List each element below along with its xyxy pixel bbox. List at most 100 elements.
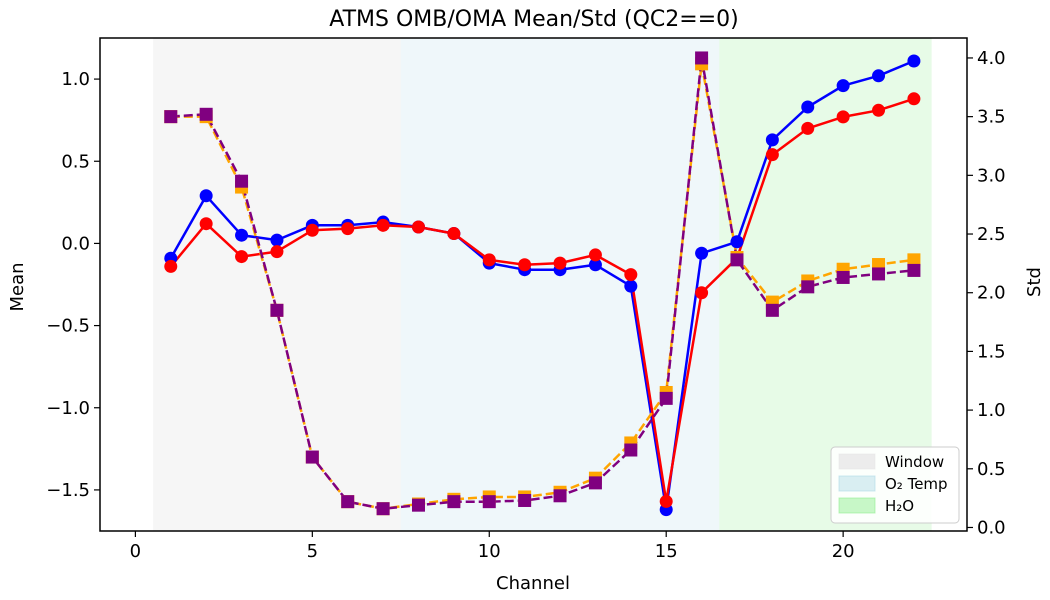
series-3-point — [836, 270, 850, 284]
y2-tick-label: 1.5 — [977, 341, 1006, 362]
series-3-point — [518, 493, 532, 507]
x-axis-label: Channel — [496, 573, 570, 594]
series-3-point — [411, 498, 425, 512]
series-0-point — [872, 69, 886, 83]
series-markers — [164, 51, 921, 517]
series-1-point — [836, 110, 850, 124]
series-0-line — [169, 59, 915, 511]
y2-axis-label: Std — [1024, 267, 1045, 297]
series-0-point — [730, 235, 744, 249]
series-0-point — [588, 258, 602, 272]
series-3-point — [553, 489, 567, 503]
legend-swatch — [838, 497, 876, 514]
series-1-point — [341, 222, 355, 236]
y-tick-label: −1.5 — [46, 480, 90, 501]
y2-tick-label: 0.5 — [977, 459, 1006, 480]
series-0-point — [907, 54, 921, 68]
series-0-point — [235, 228, 249, 242]
series-lines — [169, 56, 915, 511]
y-tick-label: 0.5 — [61, 151, 90, 172]
series-1-point — [872, 103, 886, 117]
series-3-point — [482, 495, 496, 509]
series-1-point — [907, 92, 921, 106]
series-3-point — [235, 174, 249, 188]
y2-tick-label: 2.0 — [977, 283, 1006, 304]
series-3-point — [765, 303, 779, 317]
legend-label: O₂ Temp — [885, 475, 948, 493]
x-tick-label: 15 — [655, 541, 678, 562]
series-3-point — [907, 263, 921, 277]
series-3-point — [801, 280, 815, 294]
series-3-point — [695, 51, 709, 65]
series-1-point — [695, 286, 709, 300]
series-3-point — [270, 303, 284, 317]
shaded-regions — [153, 38, 932, 531]
x-axis-ticks: 0 5 10 15 20 — [130, 531, 855, 562]
shaded-region-1 — [400, 38, 720, 531]
series-1-point — [659, 494, 673, 508]
series-1-point — [164, 259, 178, 273]
series-1-point — [624, 268, 638, 282]
legend-swatch — [838, 453, 876, 470]
series-1-point — [411, 220, 425, 234]
y-axis-label: Mean — [7, 262, 28, 311]
y-tick-label: 0.0 — [61, 233, 90, 254]
series-3-point — [872, 267, 886, 281]
y-tick-label: −1.0 — [46, 398, 90, 419]
series-3-point — [376, 502, 390, 516]
y2-tick-label: 4.0 — [977, 48, 1006, 69]
series-3-point — [624, 443, 638, 457]
chart-title: ATMS OMB/OMA Mean/Std (QC2==0) — [329, 7, 738, 32]
y2-tick-label: 3.5 — [977, 107, 1006, 128]
legend-label: H₂O — [885, 497, 914, 515]
series-0-point — [695, 246, 709, 260]
series-1-point — [765, 148, 779, 162]
legend-label: Window — [885, 453, 944, 471]
series-0-point — [836, 79, 850, 93]
plot-area-frame — [99, 37, 968, 532]
series-1-point — [447, 227, 461, 241]
series-1-point — [376, 218, 390, 232]
series-3-point — [730, 253, 744, 267]
shaded-region-0 — [153, 38, 401, 531]
y-tick-label: −0.5 — [46, 316, 90, 337]
y-axis-ticks: −1.5 −1.0 −0.5 0.0 0.5 1.0 — [46, 69, 100, 501]
series-3-point — [659, 391, 673, 405]
series-1-point — [482, 253, 496, 267]
y-tick-label: 1.0 — [61, 69, 90, 90]
series-2-point — [907, 253, 921, 267]
x-tick-label: 20 — [832, 541, 855, 562]
x-tick-label: 10 — [478, 541, 501, 562]
legend-swatch — [838, 475, 876, 492]
series-3-point — [588, 476, 602, 490]
series-1-point — [235, 250, 249, 264]
y2-tick-label: 3.0 — [977, 165, 1006, 186]
y2-axis-ticks: 0.0 0.5 1.0 1.5 2.0 2.5 3.0 3.5 4.0 — [967, 48, 1006, 538]
y2-tick-label: 1.0 — [977, 400, 1006, 421]
series-0-point — [199, 189, 213, 203]
series-1-point — [588, 248, 602, 262]
series-1-point — [270, 245, 284, 259]
series-3-point — [199, 107, 213, 121]
series-1-point — [199, 217, 213, 231]
series-0-point — [801, 100, 815, 114]
y2-tick-label: 2.5 — [977, 224, 1006, 245]
series-1-point — [305, 223, 319, 237]
series-1-point — [801, 121, 815, 135]
series-0-point — [270, 233, 284, 247]
series-3-line — [170, 56, 915, 510]
series-1-line — [169, 97, 915, 503]
legend: Window O₂ Temp H₂O — [830, 446, 960, 524]
series-1-point — [553, 256, 567, 270]
series-0-point — [624, 279, 638, 293]
series-3-point — [447, 495, 461, 509]
series-3-point — [341, 495, 355, 509]
series-3-point — [305, 450, 319, 464]
series-1-point — [518, 258, 532, 272]
x-tick-label: 5 — [307, 541, 318, 562]
y2-tick-label: 0.0 — [977, 517, 1006, 538]
x-tick-label: 0 — [130, 541, 141, 562]
series-3-point — [164, 110, 178, 124]
series-0-point — [765, 133, 779, 147]
